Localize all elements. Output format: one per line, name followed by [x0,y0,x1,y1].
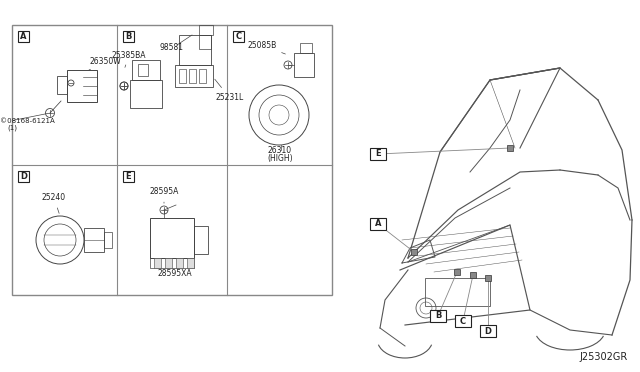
Text: B: B [435,311,441,321]
Bar [411,249,417,255]
Bar [300,43,312,53]
Bar [132,60,160,80]
Bar [233,31,244,42]
Text: 25385BA: 25385BA [112,51,147,67]
Bar [130,80,162,108]
Bar [370,148,386,160]
Text: 28595XA: 28595XA [157,269,191,278]
Bar [67,70,97,102]
Text: C: C [460,317,466,326]
Text: 25231L: 25231L [215,79,243,102]
Bar [176,258,183,268]
Bar [454,269,460,275]
Bar [199,35,211,49]
Text: A: A [375,219,381,228]
Bar [425,278,490,306]
Text: 25085B: 25085B [247,41,285,54]
Bar [57,76,67,94]
Bar [199,25,213,35]
Bar [370,218,386,230]
Text: E: E [125,172,131,181]
Bar [154,258,161,268]
Text: 26310: 26310 [267,146,291,155]
Bar [430,310,446,322]
Bar [199,69,206,83]
Text: C: C [236,32,241,41]
Bar [485,275,491,281]
Bar [179,35,211,65]
Bar [455,315,471,327]
Bar [104,232,112,248]
Text: (HIGH): (HIGH) [267,154,292,163]
Text: D: D [484,327,492,336]
Bar [150,258,194,268]
Bar [507,145,513,151]
Bar [12,25,332,295]
Bar [150,218,194,258]
Text: 26350W: 26350W [89,58,121,70]
Bar [175,65,213,87]
Text: A: A [20,32,27,41]
Bar [189,69,196,83]
Text: J25302GR: J25302GR [580,352,628,362]
Bar [18,171,29,182]
Text: ©08168-6121A: ©08168-6121A [0,118,55,124]
Bar [123,171,134,182]
Text: D: D [20,172,27,181]
Text: (1): (1) [7,125,17,131]
Text: 28595A: 28595A [149,187,179,203]
Bar [470,272,476,278]
Bar [18,31,29,42]
Bar [294,53,314,77]
Bar [179,69,186,83]
Text: B: B [125,32,132,41]
Bar [138,64,148,76]
Bar [187,258,194,268]
Bar [480,325,496,337]
Bar [194,226,208,254]
Text: E: E [375,150,381,158]
Text: 25240: 25240 [42,193,66,214]
Bar [123,31,134,42]
Bar [165,258,172,268]
Bar [84,228,104,252]
Text: 98581: 98581 [160,43,184,52]
